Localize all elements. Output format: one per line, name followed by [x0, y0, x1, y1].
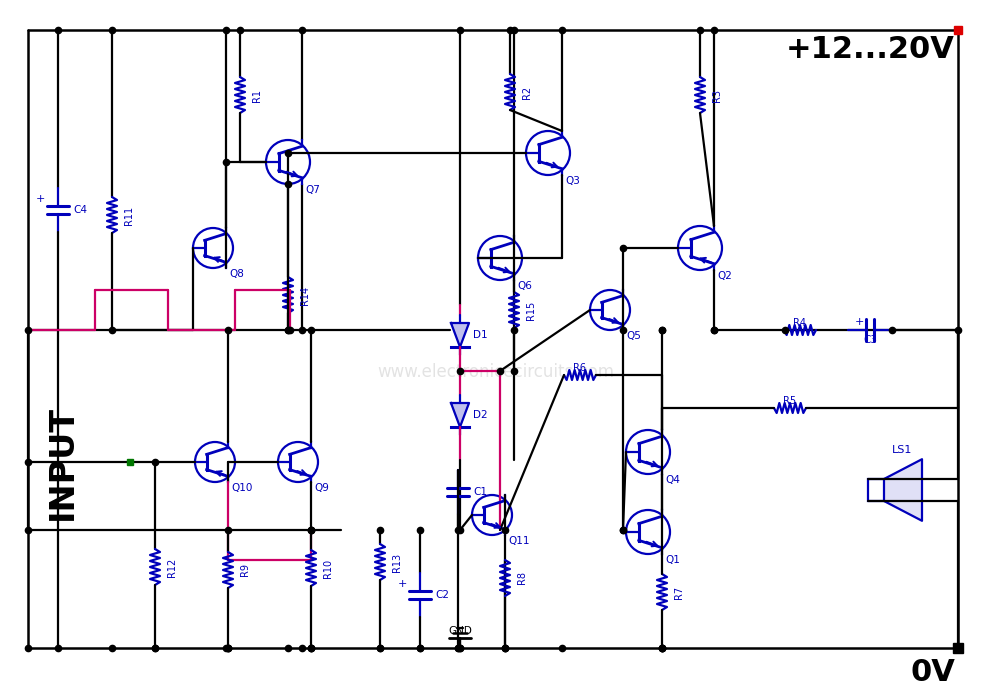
Text: GND: GND	[448, 626, 472, 636]
Text: Q9: Q9	[314, 483, 329, 493]
Text: R10: R10	[323, 558, 333, 577]
Text: D1: D1	[473, 330, 488, 340]
Text: +: +	[397, 579, 407, 589]
Text: INPUT: INPUT	[46, 405, 78, 519]
Text: Q6: Q6	[517, 281, 532, 291]
Text: +: +	[36, 194, 45, 204]
Text: Q10: Q10	[231, 483, 252, 493]
Text: Q7: Q7	[305, 185, 320, 195]
Text: Q4: Q4	[665, 475, 680, 485]
Text: Q8: Q8	[229, 269, 244, 279]
Bar	[868, 479, 884, 501]
Text: Q5: Q5	[626, 331, 640, 341]
Polygon shape	[451, 403, 469, 427]
Text: R4: R4	[793, 318, 806, 328]
Text: R5: R5	[783, 396, 796, 406]
Text: Q2: Q2	[717, 271, 732, 281]
Text: R6: R6	[574, 363, 587, 373]
Text: www.electronicecircuits.com: www.electronicecircuits.com	[377, 363, 615, 381]
Polygon shape	[884, 459, 922, 521]
Text: Q3: Q3	[565, 176, 580, 186]
Text: LS1: LS1	[892, 445, 913, 455]
Text: R7: R7	[674, 586, 684, 599]
Text: C1: C1	[473, 487, 487, 497]
Text: 0V: 0V	[911, 658, 955, 685]
Text: R12: R12	[167, 558, 177, 577]
Text: +: +	[855, 317, 864, 327]
Text: C3: C3	[863, 335, 877, 345]
Text: D2: D2	[473, 410, 488, 420]
Text: C2: C2	[435, 590, 449, 600]
Text: R14: R14	[300, 286, 310, 305]
Text: R8: R8	[517, 571, 527, 584]
Text: R11: R11	[124, 206, 134, 225]
Text: +12...20V: +12...20V	[786, 35, 955, 64]
Text: C4: C4	[73, 205, 87, 215]
Text: Q1: Q1	[665, 555, 680, 565]
Text: R15: R15	[526, 301, 536, 320]
Text: R1: R1	[252, 88, 262, 101]
Text: Q11: Q11	[508, 536, 529, 546]
Polygon shape	[451, 323, 469, 347]
Text: R13: R13	[392, 552, 402, 571]
Text: R9: R9	[240, 564, 250, 577]
Text: R3: R3	[712, 88, 722, 101]
Text: R2: R2	[522, 86, 532, 99]
